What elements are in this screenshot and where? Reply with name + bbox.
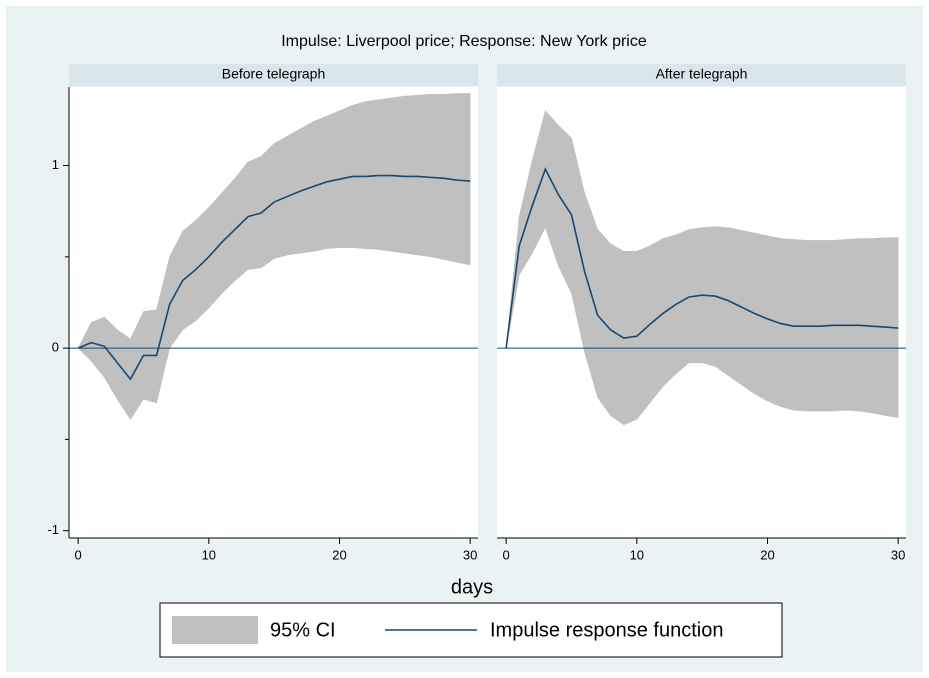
- ci-band: [365, 99, 379, 250]
- ci-band: [404, 94, 419, 256]
- x-axis-label: days: [451, 576, 493, 598]
- x-tick-label: 0: [503, 547, 510, 562]
- irf-line: [77, 174, 471, 381]
- panel-subtitle: Before telegraph: [222, 66, 326, 82]
- x-tick-label: 20: [760, 547, 774, 562]
- strip: [69, 64, 478, 86]
- x-tick-label: 20: [332, 547, 346, 562]
- ci-band: [662, 234, 677, 388]
- ci-band: [714, 226, 729, 377]
- x-tick-label: 10: [202, 547, 216, 562]
- ci-band: [456, 93, 471, 266]
- y-tick-label: 1: [52, 157, 59, 172]
- ci-band: [143, 309, 157, 404]
- ci-band: [636, 245, 651, 421]
- legend-label: Impulse response function: [490, 619, 723, 641]
- ci-band: [558, 124, 572, 294]
- x-tick-label: 30: [891, 547, 905, 562]
- chart-title: Impulse: Liverpool price; Response: New …: [281, 33, 647, 50]
- y-tick-label: 0: [52, 340, 59, 355]
- y-tick-label: -1: [47, 522, 59, 537]
- panel-subtitle: After telegraph: [656, 66, 748, 82]
- ci-band: [417, 93, 432, 258]
- x-tick-label: 0: [75, 547, 82, 562]
- irf-line: [505, 167, 899, 349]
- ci-band: [754, 232, 768, 402]
- x-tick-label: 10: [630, 547, 644, 562]
- legend-label: 95% CI: [270, 619, 336, 641]
- ci-band: [378, 97, 393, 252]
- ci-band: [649, 238, 664, 404]
- ci-band: [352, 101, 366, 249]
- ci-band: [793, 239, 807, 412]
- legend-swatch: [172, 616, 258, 644]
- x-tick-label: 30: [463, 547, 477, 562]
- ci-band: [391, 95, 406, 254]
- ci-band: [260, 142, 275, 269]
- ci-band: [234, 161, 249, 282]
- strip: [497, 64, 906, 86]
